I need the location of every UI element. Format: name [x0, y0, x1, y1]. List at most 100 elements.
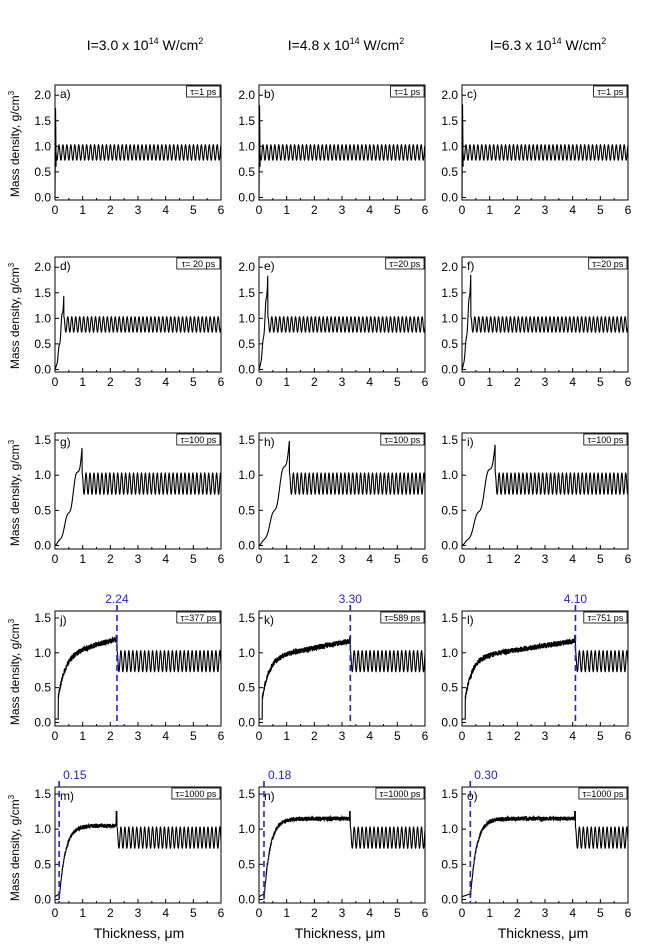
panel-letter: f): [467, 259, 474, 273]
front-marker-label: 3.30: [339, 592, 363, 606]
time-label-box: [583, 433, 628, 446]
panel-e: 0 1 2 3 4 5 6 0.0 0.5 1.0 1.5 2.0 e) τ=20 ps: [238, 256, 429, 389]
x-tick-label: 2: [514, 552, 521, 566]
x-tick-label: 1: [486, 729, 493, 743]
panel-a: 0 1 2 3 4 5 6 0.0 0.5 1.0 1.5 2.0 a) τ=1 ps: [34, 84, 225, 217]
panel-d: 0 1 2 3 4 5 6 0.0 0.5 1.0 1.5 2.0 d) τ= 20 ps: [34, 256, 225, 389]
y-tick-label: 0.0: [441, 716, 458, 730]
time-label: τ=100 ps: [384, 435, 420, 445]
y-tick-label: 0.5: [238, 681, 255, 695]
x-tick-label: 0: [256, 552, 263, 566]
time-label: τ=1 ps: [190, 87, 216, 97]
x-tick-label: 3: [542, 552, 549, 566]
y-tick-label: 1.5: [441, 114, 458, 128]
time-label: τ=1 ps: [597, 87, 623, 97]
time-label: τ=100 ps: [587, 435, 623, 445]
x-tick-label: 1: [79, 375, 86, 389]
x-tick-label: 2: [311, 906, 318, 920]
y-tick-label: 0.0: [34, 716, 51, 730]
panel-m: 0 1 2 3 4 5 6 0.0 0.5 1.0 1.5 m) τ=1000 ps 0.15: [34, 768, 224, 920]
x-tick-label: 6: [625, 203, 632, 217]
y-tick-label: 1.5: [34, 611, 51, 625]
x-tick-label: 0: [52, 729, 59, 743]
x-tick-label: 4: [366, 552, 373, 566]
x-tick-label: 1: [486, 906, 493, 920]
y-tick-label: 0.0: [238, 190, 255, 204]
y-axis-label: Mass density, g/cm3: [7, 262, 22, 369]
x-tick-label: 0: [256, 906, 263, 920]
x-tick-label: 4: [569, 906, 576, 920]
time-label-box: [593, 85, 628, 98]
time-label-box: [176, 611, 221, 624]
plot-frame: [461, 256, 629, 373]
y-tick-label: 0.5: [34, 165, 51, 179]
panel-letter: o): [467, 789, 478, 803]
density-profile-line: [54, 811, 222, 900]
time-label: τ=1000 ps: [380, 789, 421, 799]
time-label: τ=589 ps: [384, 613, 420, 623]
y-axis-label: Mass density, g/cm3: [7, 794, 22, 901]
x-tick-label: 4: [366, 906, 373, 920]
y-tick-label: 1.0: [441, 139, 458, 153]
front-marker-label: 4.10: [564, 592, 588, 606]
y-tick-label: 1.5: [441, 787, 458, 801]
density-profile-line: [259, 636, 426, 720]
x-tick-label: 6: [218, 203, 225, 217]
x-tick-label: 5: [394, 552, 401, 566]
x-tick-label: 3: [135, 906, 142, 920]
density-profile-line: [461, 274, 629, 370]
panel-i: 0 1 2 3 4 5 6 0.0 0.5 1.0 1.5 i) τ=100 ps: [441, 432, 632, 566]
x-tick-label: 0: [459, 552, 466, 566]
y-tick-label: 1.5: [34, 114, 51, 128]
x-tick-label: 1: [283, 375, 290, 389]
plot-frame: [461, 84, 629, 201]
y-tick-label: 2.0: [238, 88, 255, 102]
x-tick-label: 0: [459, 203, 466, 217]
density-profile-line: [258, 275, 426, 370]
y-tick-label: 1.5: [34, 787, 51, 801]
density-profile-line: [258, 105, 426, 198]
y-tick-label: 0.0: [441, 190, 458, 204]
y-tick-label: 1.5: [238, 433, 255, 447]
x-tick-label: 5: [190, 906, 197, 920]
x-tick-label: 1: [283, 906, 290, 920]
panel-grid: 0 1 2 3 4 5 6 0.0 0.5 1.0 1.5 2.0 a) τ=1 ps 0 1 2 3 4 5 6 0.0…: [34, 84, 632, 920]
x-axis-label: Thickness, μm: [94, 925, 185, 941]
y-tick-label: 0.5: [238, 165, 255, 179]
x-tick-label: 6: [625, 375, 632, 389]
x-tick-label: 4: [162, 552, 169, 566]
x-tick-label: 5: [597, 375, 604, 389]
x-tick-label: 1: [79, 906, 86, 920]
time-label-box: [171, 787, 221, 800]
x-tick-label: 0: [459, 906, 466, 920]
x-tick-label: 2: [311, 552, 318, 566]
panel-g: 0 1 2 3 4 5 6 0.0 0.5 1.0 1.5 g) τ=100 ps: [34, 432, 225, 566]
density-profile-line: [258, 440, 426, 547]
column-title-2: I=4.8 x 1014 W/cm2: [288, 36, 405, 53]
x-tick-label: 4: [569, 203, 576, 217]
x-tick-label: 5: [394, 203, 401, 217]
x-tick-label: 0: [256, 729, 263, 743]
x-tick-label: 3: [135, 203, 142, 217]
y-tick-label: 2.0: [441, 88, 458, 102]
time-label-box: [186, 85, 221, 98]
x-axis-label: Thickness, μm: [498, 925, 589, 941]
density-profile-line: [258, 811, 426, 900]
x-tick-label: 5: [394, 375, 401, 389]
y-tick-label: 0.5: [441, 503, 458, 517]
time-label: τ=1 ps: [394, 87, 420, 97]
plot-frame: [461, 786, 629, 904]
front-marker-label: 0.18: [268, 768, 292, 782]
y-tick-label: 1.5: [238, 611, 255, 625]
x-tick-label: 6: [625, 552, 632, 566]
x-tick-label: 3: [135, 552, 142, 566]
time-label: τ=1000 ps: [176, 789, 217, 799]
time-label-box: [380, 433, 425, 446]
x-tick-label: 3: [339, 729, 346, 743]
x-tick-label: 5: [597, 552, 604, 566]
y-tick-label: 0.0: [238, 716, 255, 730]
y-tick-label: 1.0: [441, 646, 458, 660]
y-tick-label: 2.0: [441, 260, 458, 274]
x-tick-label: 5: [597, 729, 604, 743]
